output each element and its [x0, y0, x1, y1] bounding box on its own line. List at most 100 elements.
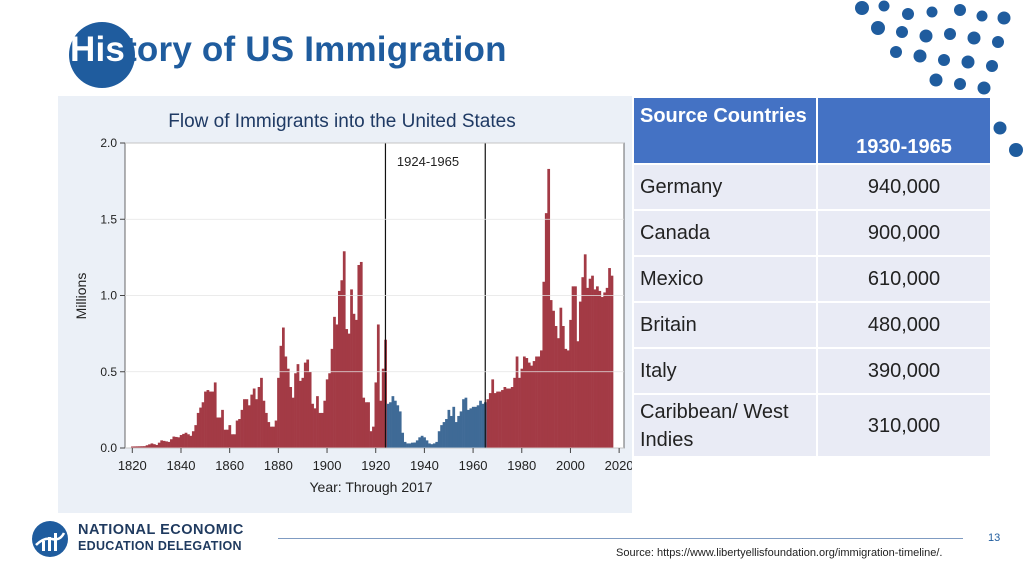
bar [532, 361, 536, 448]
bar [598, 290, 602, 448]
bar [131, 446, 134, 448]
bar [513, 377, 516, 448]
bar [269, 426, 273, 448]
table-row: Mexico 610,000 [632, 255, 992, 303]
bar [250, 394, 254, 448]
bar [418, 437, 422, 448]
bar [452, 406, 456, 448]
decorative-dot [896, 26, 908, 38]
bar [226, 429, 229, 448]
bar [466, 409, 470, 448]
bar [303, 362, 307, 448]
bar [174, 436, 178, 448]
y-axis-label: Millions [73, 273, 89, 320]
bar [216, 417, 220, 448]
bar [167, 441, 171, 448]
bar [325, 379, 329, 448]
bar [561, 326, 565, 448]
table-header-row: Source Countries 1930-1965 [632, 96, 992, 165]
slide-title-part1: His [70, 30, 126, 69]
bar [522, 356, 526, 448]
bar [515, 356, 519, 448]
bar [267, 422, 271, 448]
bar [469, 408, 473, 448]
bar [462, 399, 465, 448]
bar [301, 377, 305, 448]
bar [401, 432, 405, 448]
country-cell: Canada [632, 209, 818, 257]
bar [359, 261, 363, 448]
bar [289, 387, 293, 448]
count-cell: 900,000 [816, 209, 992, 257]
bar [476, 405, 480, 448]
bar [481, 403, 485, 448]
bar [518, 377, 521, 448]
bar [155, 444, 159, 448]
bar [520, 368, 524, 448]
source-citation: Source: https://www.libertyellisfoundati… [616, 547, 943, 559]
logo: NATIONAL ECONOMIC EDUCATION DELEGATION [30, 518, 270, 560]
bar [182, 433, 185, 448]
bar [345, 329, 349, 448]
bar [162, 440, 166, 448]
bar [313, 408, 317, 448]
bar [442, 422, 446, 448]
bar [554, 326, 558, 448]
bar [503, 387, 507, 448]
bar [213, 382, 217, 448]
bar [596, 286, 599, 448]
y-tick-label: 1.5 [100, 212, 117, 226]
bar [245, 399, 249, 448]
bar [391, 396, 395, 448]
bar [140, 446, 144, 448]
bar [296, 364, 300, 448]
bar [537, 356, 541, 448]
bar [413, 442, 417, 448]
bar [389, 402, 392, 448]
bar [425, 440, 429, 448]
bar [566, 350, 570, 448]
bar [291, 397, 295, 448]
bar [535, 356, 538, 448]
bar [547, 168, 551, 449]
bar [362, 397, 366, 448]
decorative-dot [967, 31, 981, 45]
bar [437, 431, 441, 448]
bar [247, 405, 251, 448]
bar [593, 289, 597, 448]
country-cell: Britain [632, 301, 818, 349]
bar [372, 426, 375, 448]
bar [135, 446, 139, 448]
decorative-dot [954, 78, 966, 90]
decorative-dot [890, 46, 902, 58]
bar [486, 399, 490, 448]
bar [559, 307, 563, 448]
decorative-dot [993, 121, 1007, 135]
bar [150, 443, 154, 448]
bar [179, 435, 183, 448]
bar [464, 397, 468, 448]
bar [184, 432, 188, 448]
bar [488, 393, 492, 448]
x-tick-label: 1920 [361, 458, 390, 473]
x-tick-label: 2020 [605, 458, 632, 473]
bar [262, 400, 266, 448]
bar [369, 431, 373, 448]
bar [432, 443, 436, 448]
decorative-dot [926, 6, 938, 18]
title-circle [69, 22, 135, 88]
decorative-dot [855, 1, 869, 15]
table-row: Italy 390,000 [632, 347, 992, 395]
bar [406, 443, 409, 448]
bar [330, 348, 334, 448]
bar [430, 444, 434, 448]
bar [457, 415, 460, 448]
decorative-dot [902, 8, 914, 20]
bar [243, 399, 246, 448]
bar [381, 368, 385, 448]
bar [201, 402, 205, 448]
bar [337, 290, 341, 448]
bar [525, 358, 529, 448]
bar [428, 443, 431, 448]
bar [591, 275, 594, 448]
